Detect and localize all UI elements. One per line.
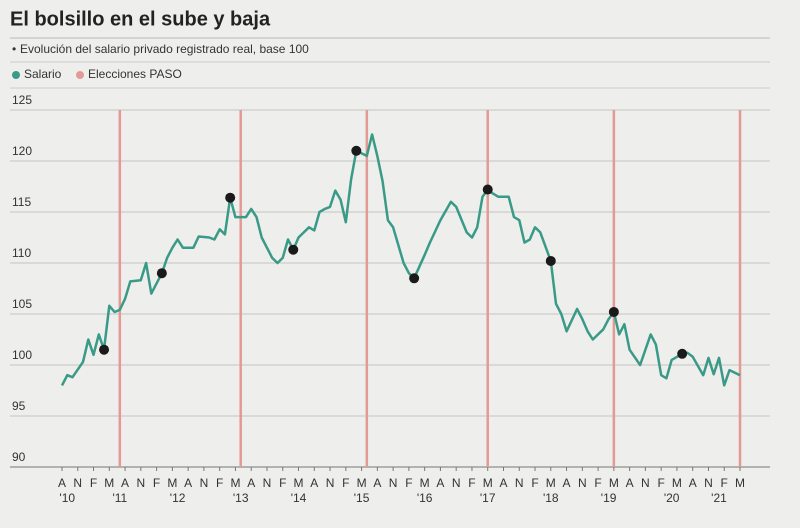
y-tick-label: 115 bbox=[12, 195, 31, 209]
x-tick-label: A bbox=[373, 476, 381, 490]
x-tick-label: N bbox=[578, 476, 587, 490]
x-tick-label: N bbox=[641, 476, 650, 490]
legend-marker bbox=[12, 71, 20, 79]
highlight-point bbox=[288, 244, 299, 255]
x-tick-label: M bbox=[609, 476, 619, 490]
x-tick-label: N bbox=[137, 476, 146, 490]
y-tick-label: 105 bbox=[12, 297, 32, 311]
y-tick-label: 110 bbox=[12, 246, 31, 260]
y-tick-label: 95 bbox=[12, 399, 26, 413]
x-tick-label: A bbox=[121, 476, 129, 490]
x-tick-label: A bbox=[310, 476, 318, 490]
y-tick-label: 125 bbox=[12, 93, 32, 107]
x-tick-label: F bbox=[468, 476, 475, 490]
x-tick-label: F bbox=[342, 476, 349, 490]
highlight-point bbox=[225, 192, 236, 203]
year-label: '15 bbox=[354, 491, 370, 505]
year-label: '14 bbox=[291, 491, 307, 505]
year-label: '17 bbox=[480, 491, 496, 505]
highlight-point bbox=[608, 306, 619, 317]
highlight-point bbox=[677, 348, 688, 359]
year-label: '19 bbox=[601, 491, 617, 505]
subtitle: Evolución del salario privado registrado… bbox=[20, 42, 309, 56]
y-tick-label: 120 bbox=[12, 144, 32, 158]
x-tick-label: N bbox=[326, 476, 335, 490]
x-tick-label: N bbox=[263, 476, 272, 490]
x-tick-label: N bbox=[704, 476, 713, 490]
x-tick-label: M bbox=[230, 476, 240, 490]
highlight-point bbox=[545, 255, 556, 266]
x-tick-label: M bbox=[357, 476, 367, 490]
x-tick-label: N bbox=[389, 476, 398, 490]
x-tick-label: F bbox=[90, 476, 97, 490]
x-tick-label: F bbox=[531, 476, 538, 490]
x-tick-label: N bbox=[73, 476, 82, 490]
y-tick-label: 100 bbox=[12, 348, 32, 362]
x-tick-label: M bbox=[546, 476, 556, 490]
x-tick-label: F bbox=[405, 476, 412, 490]
year-label: '16 bbox=[417, 491, 433, 505]
year-label: '18 bbox=[543, 491, 559, 505]
x-tick-label: F bbox=[657, 476, 664, 490]
y-tick-label: 90 bbox=[12, 450, 26, 464]
legend-label: Elecciones PASO bbox=[88, 67, 182, 81]
highlight-point bbox=[351, 145, 362, 156]
x-tick-label: A bbox=[436, 476, 444, 490]
x-tick-label: N bbox=[200, 476, 209, 490]
year-label: '13 bbox=[233, 491, 249, 505]
x-tick-label: M bbox=[672, 476, 682, 490]
highlight-point bbox=[409, 273, 420, 284]
bullet: • bbox=[12, 42, 16, 56]
x-tick-label: F bbox=[594, 476, 601, 490]
year-label: '20 bbox=[664, 491, 680, 505]
highlight-point bbox=[99, 344, 110, 355]
x-tick-label: A bbox=[689, 476, 697, 490]
x-tick-label: A bbox=[563, 476, 571, 490]
year-label: '21 bbox=[711, 491, 727, 505]
chart-title: El bolsillo en el sube y baja bbox=[10, 8, 271, 30]
highlight-point bbox=[482, 184, 493, 195]
x-tick-label: M bbox=[735, 476, 745, 490]
x-tick-label: F bbox=[721, 476, 728, 490]
x-tick-label: A bbox=[626, 476, 634, 490]
x-tick-label: F bbox=[279, 476, 286, 490]
year-label: '11 bbox=[112, 491, 127, 505]
x-tick-label: F bbox=[216, 476, 223, 490]
year-label: '10 bbox=[59, 491, 75, 505]
year-label: '12 bbox=[170, 491, 186, 505]
x-tick-label: M bbox=[104, 476, 114, 490]
x-tick-label: M bbox=[483, 476, 493, 490]
x-tick-label: M bbox=[167, 476, 177, 490]
x-tick-label: A bbox=[247, 476, 255, 490]
x-tick-label: A bbox=[184, 476, 192, 490]
x-tick-label: F bbox=[153, 476, 160, 490]
x-tick-label: N bbox=[515, 476, 524, 490]
x-tick-label: M bbox=[294, 476, 304, 490]
highlight-point bbox=[156, 268, 167, 279]
x-tick-label: A bbox=[58, 476, 66, 490]
legend-marker bbox=[76, 71, 84, 79]
series-line bbox=[60, 133, 741, 387]
x-tick-label: M bbox=[420, 476, 430, 490]
legend-label: Salario bbox=[24, 67, 62, 81]
x-tick-label: N bbox=[452, 476, 461, 490]
x-tick-label: A bbox=[499, 476, 507, 490]
